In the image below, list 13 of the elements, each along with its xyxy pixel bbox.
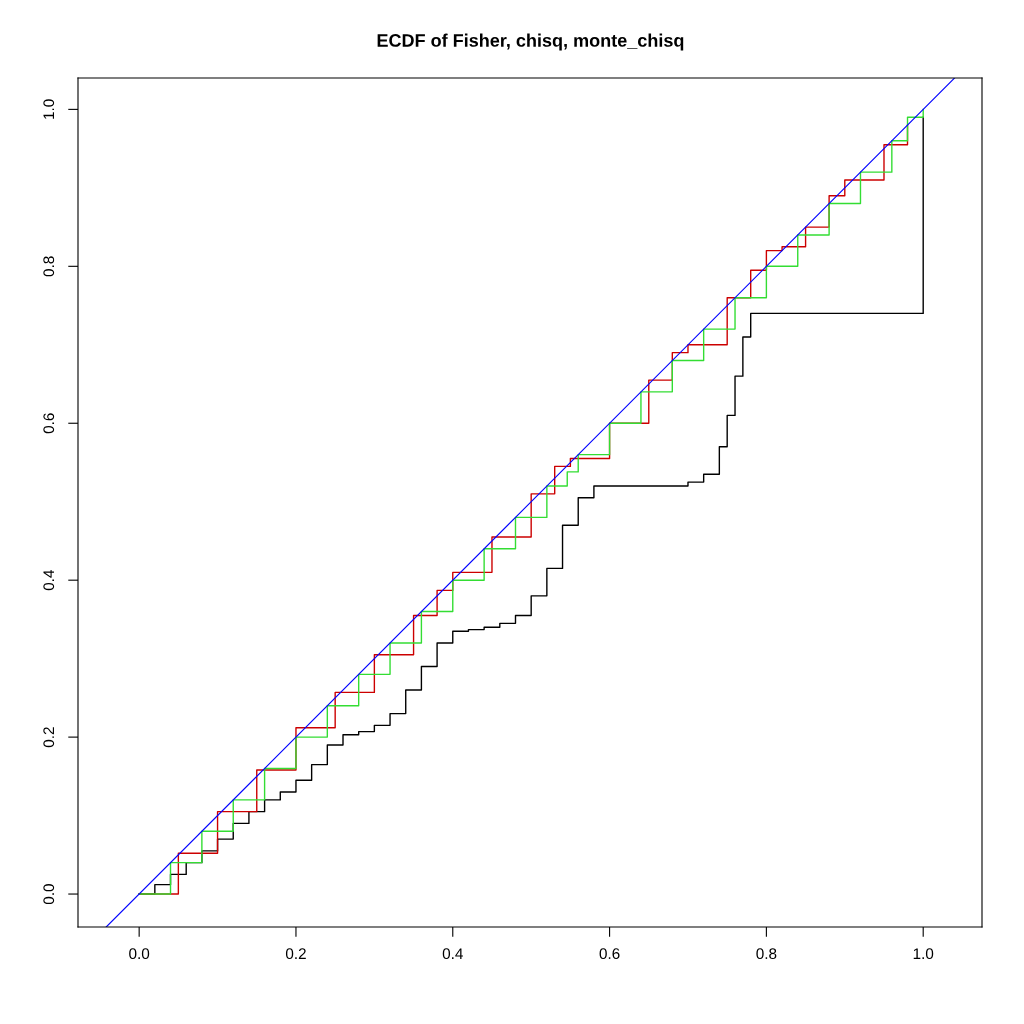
- y-tick-label: 0.8: [43, 256, 55, 277]
- x-tick-label: 1.0: [913, 948, 934, 960]
- x-tick-label: 0.0: [129, 948, 150, 960]
- y-tick-label: 0.2: [43, 727, 55, 748]
- y-tick-label: 0.6: [43, 413, 55, 434]
- y-tick-label: 1.0: [43, 99, 55, 119]
- chart-title: ECDF of Fisher, chisq, monte_chisq: [377, 33, 684, 51]
- x-tick-label: 0.6: [599, 948, 620, 960]
- y-tick-label: 0.0: [43, 884, 55, 905]
- x-tick-label: 0.2: [285, 948, 306, 960]
- x-tick-label: 0.8: [756, 948, 777, 960]
- x-tick-label: 0.4: [442, 948, 463, 960]
- y-tick-label: 0.4: [43, 570, 55, 591]
